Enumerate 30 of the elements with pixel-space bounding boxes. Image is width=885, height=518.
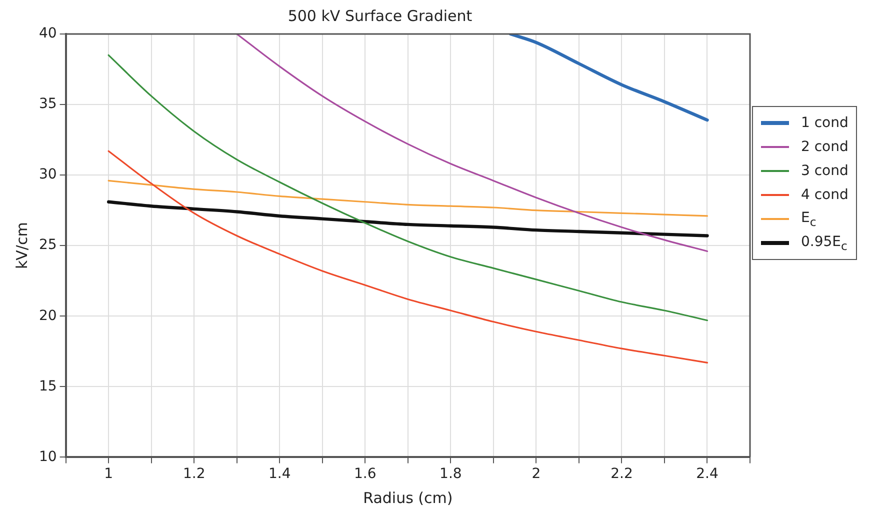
legend-label: 4 cond [801,187,848,203]
y-tick-label: 15 [38,378,57,394]
x-tick-label: 1.6 [354,466,376,482]
x-tick-label: 1 [104,466,114,482]
x-tick-label: 1.4 [268,466,291,482]
legend-label: 2 cond [801,139,848,155]
chart-title: 500 kV Surface Gradient [288,6,472,25]
x-tick-label: 2.2 [610,466,633,482]
y-tick-label: 20 [38,308,57,324]
legend-label: 1 cond [801,115,848,131]
y-axis-title: kV/cm [12,222,31,270]
y-tick-label: 10 [38,448,57,465]
x-tick-label: 2.4 [696,466,718,482]
line-series [106,200,709,238]
y-tick-label: 30 [38,166,57,183]
line-series [108,54,708,322]
legend-label: 0.95E$_{c}$ [801,234,848,252]
y-tick-label: 25 [38,237,57,254]
legend-label: 3 cond [801,163,848,179]
line-series [108,180,708,217]
x-tick-label: 1.2 [182,466,206,482]
x-axis-title: Radius (cm) [363,488,453,507]
y-tick-label: 35 [38,96,57,112]
x-tick-label: 1.8 [440,466,462,482]
line-series [108,150,708,364]
line-series [236,34,708,252]
line-series [508,34,709,122]
y-tick-label: 40 [38,26,57,42]
x-tick-label: 2 [532,466,541,482]
legend-label: E$_{c}$ [801,210,816,228]
